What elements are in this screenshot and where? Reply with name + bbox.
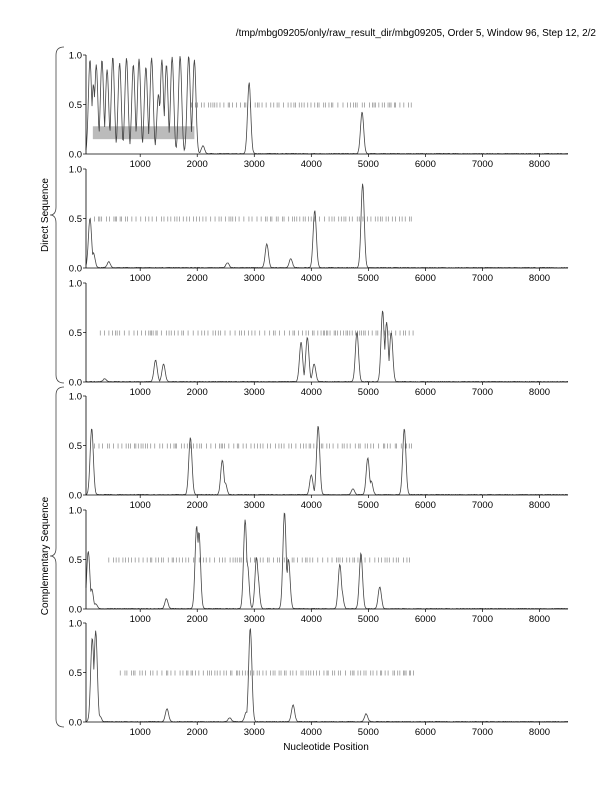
detection-ticks <box>94 443 412 449</box>
x-tick-label: 4000 <box>301 273 322 284</box>
x-tick-label: 3000 <box>244 614 265 625</box>
panel-3: 0.0 0.5 1.0 1000 2000 3000 4000 5000 6000 7000 800… <box>69 279 569 398</box>
x-tick-label: 8000 <box>529 614 550 625</box>
x-tick-label: 3000 <box>244 500 265 511</box>
x-tick-label: 7000 <box>472 727 493 738</box>
y-tick-label: 1.0 <box>69 619 82 630</box>
panel-2: 0.0 0.5 1.0 1000 2000 3000 4000 5000 6000 7000 800… <box>69 165 569 284</box>
x-tick-label: 5000 <box>358 500 379 511</box>
y-tick-label: 0.0 <box>69 378 82 389</box>
x-tick-label: 1000 <box>130 727 151 738</box>
y-tick-label: 0.0 <box>69 491 82 502</box>
x-tick-label: 5000 <box>358 614 379 625</box>
detection-ticks <box>99 330 414 336</box>
x-tick-label: 2000 <box>187 159 208 170</box>
y-tick-label: 0.5 <box>69 100 82 111</box>
x-tick-label: 7000 <box>472 500 493 511</box>
y-tick-label: 0.0 <box>69 605 82 616</box>
group-label-complementary: Complementary Sequence <box>40 496 51 615</box>
x-tick-label: 1000 <box>130 614 151 625</box>
group-brace-direct <box>49 46 65 384</box>
x-tick-label: 3000 <box>244 159 265 170</box>
y-tick-label: 0.5 <box>69 555 82 566</box>
x-tick-label: 8000 <box>529 273 550 284</box>
panel-5: 0.0 0.5 1.0 1000 2000 3000 4000 5000 6000 7000 800… <box>69 506 569 625</box>
series-line <box>85 426 569 496</box>
x-tick-label: 6000 <box>415 727 436 738</box>
panel-6: 0.0 0.5 1.0 1000 2000 3000 4000 5000 6000 7000 800… <box>69 619 569 738</box>
detection-ticks <box>94 216 412 222</box>
series-line <box>85 183 569 269</box>
panel-4: 0.0 0.5 1.0 1000 2000 3000 4000 5000 6000 7000 800… <box>69 392 569 511</box>
y-tick-label: 0.0 <box>69 264 82 275</box>
detection-ticks <box>108 557 410 563</box>
x-tick-label: 8000 <box>529 159 550 170</box>
y-tick-label: 1.0 <box>69 506 82 517</box>
x-tick-label: 3000 <box>244 273 265 284</box>
x-tick-label: 5000 <box>358 387 379 398</box>
x-tick-label: 6000 <box>415 614 436 625</box>
header-path-label: /tmp/mbg09205/only/raw_result_dir/mbg092… <box>236 28 597 39</box>
x-tick-label: 5000 <box>358 727 379 738</box>
x-tick-label: 2000 <box>187 387 208 398</box>
x-tick-label: 8000 <box>529 500 550 511</box>
x-tick-label: 2000 <box>187 614 208 625</box>
x-tick-label: 4000 <box>301 159 322 170</box>
x-tick-label: 7000 <box>472 614 493 625</box>
y-tick-label: 0.5 <box>69 214 82 225</box>
x-tick-label: 1000 <box>130 159 151 170</box>
x-tick-label: 3000 <box>244 387 265 398</box>
x-tick-label: 7000 <box>472 387 493 398</box>
x-tick-label: 1000 <box>130 273 151 284</box>
series-line <box>85 310 569 383</box>
x-tick-label: 4000 <box>301 614 322 625</box>
x-tick-label: 6000 <box>415 273 436 284</box>
y-tick-label: 1.0 <box>69 51 82 62</box>
x-tick-label: 5000 <box>358 273 379 284</box>
detection-ticks <box>119 670 414 676</box>
group-label-direct: Direct Sequence <box>40 178 51 252</box>
x-tick-label: 4000 <box>301 500 322 511</box>
detection-ticks <box>191 102 412 108</box>
x-tick-label: 8000 <box>529 727 550 738</box>
x-tick-label: 4000 <box>301 727 322 738</box>
x-tick-label: 2000 <box>187 273 208 284</box>
x-tick-label: 1000 <box>130 500 151 511</box>
series-line <box>85 56 569 155</box>
y-tick-label: 0.0 <box>69 150 82 161</box>
y-tick-label: 0.5 <box>69 328 82 339</box>
x-tick-label: 5000 <box>358 159 379 170</box>
y-tick-label: 1.0 <box>69 392 82 403</box>
x-tick-label: 7000 <box>472 159 493 170</box>
x-tick-label: 2000 <box>187 500 208 511</box>
x-tick-label: 6000 <box>415 387 436 398</box>
x-tick-label: 6000 <box>415 500 436 511</box>
y-tick-label: 0.0 <box>69 718 82 729</box>
x-tick-label: 6000 <box>415 159 436 170</box>
y-tick-label: 1.0 <box>69 279 82 290</box>
y-tick-label: 0.5 <box>69 441 82 452</box>
y-tick-label: 0.5 <box>69 668 82 679</box>
panel-1: 0.0 0.5 1.0 1000 2000 3000 4000 5000 6000 7000 800… <box>69 51 569 170</box>
y-tick-label: 1.0 <box>69 165 82 176</box>
x-tick-label: 7000 <box>472 273 493 284</box>
x-tick-label: 3000 <box>244 727 265 738</box>
x-axis-label: Nucleotide Position <box>283 742 369 753</box>
group-brace-complementary <box>49 386 65 728</box>
x-tick-label: 2000 <box>187 727 208 738</box>
chart-panels: 0.0 0.5 1.0 1000 2000 3000 4000 5000 6000 7000 800… <box>69 51 569 738</box>
x-tick-label: 1000 <box>130 387 151 398</box>
x-tick-label: 8000 <box>529 387 550 398</box>
x-tick-label: 4000 <box>301 387 322 398</box>
